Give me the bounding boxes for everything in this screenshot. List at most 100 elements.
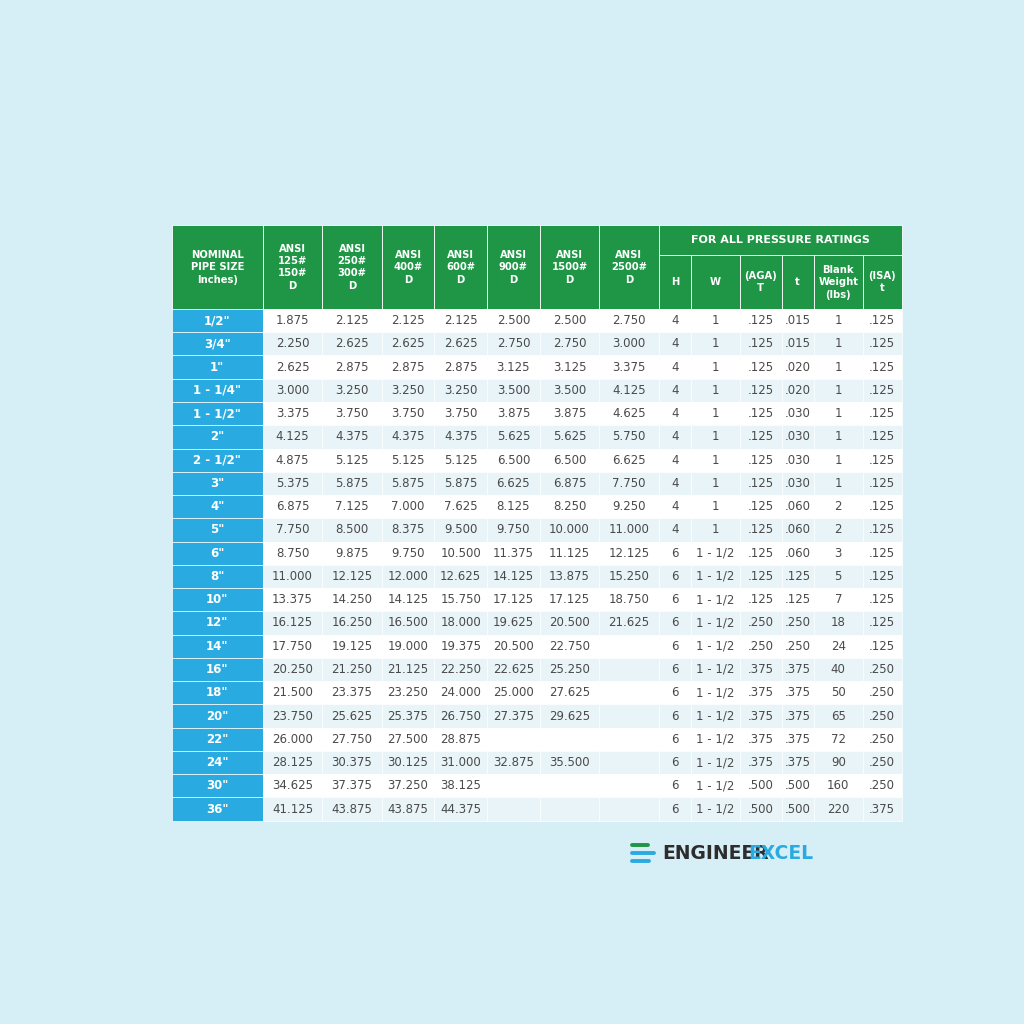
Text: 3/4": 3/4"	[204, 337, 230, 350]
Text: 19.375: 19.375	[440, 640, 481, 652]
Text: 2.750: 2.750	[612, 314, 646, 327]
Bar	[599, 379, 658, 402]
Text: 43.875: 43.875	[332, 803, 373, 815]
Text: .375: .375	[869, 803, 895, 815]
Bar	[658, 518, 691, 542]
Text: 35.500: 35.500	[549, 756, 590, 769]
Text: Blank
Weight
(lbs): Blank Weight (lbs)	[818, 265, 858, 300]
Text: .125: .125	[869, 360, 895, 374]
Bar	[263, 425, 323, 449]
Bar	[739, 774, 781, 798]
Text: 22.625: 22.625	[493, 663, 534, 676]
Bar	[814, 495, 862, 518]
Bar	[814, 681, 862, 705]
Bar	[658, 705, 691, 728]
Bar	[323, 728, 382, 751]
Text: 6: 6	[671, 803, 679, 815]
Bar	[739, 255, 781, 309]
Bar	[382, 472, 434, 495]
Text: 6: 6	[671, 710, 679, 723]
Bar	[540, 774, 599, 798]
Bar	[599, 611, 658, 635]
Text: 6.875: 6.875	[553, 477, 586, 489]
Bar	[814, 657, 862, 681]
Text: .125: .125	[748, 337, 774, 350]
Bar	[862, 449, 902, 472]
Bar	[323, 705, 382, 728]
Text: 1 - 1/2: 1 - 1/2	[696, 663, 734, 676]
Bar	[382, 225, 434, 309]
Text: 9.750: 9.750	[391, 547, 425, 560]
Text: 5.125: 5.125	[444, 454, 477, 467]
Text: 12.625: 12.625	[440, 570, 481, 583]
Text: 10": 10"	[206, 593, 228, 606]
Bar	[263, 588, 323, 611]
Text: .020: .020	[784, 360, 811, 374]
Text: .375: .375	[748, 686, 773, 699]
Text: 15.750: 15.750	[440, 593, 481, 606]
Bar	[434, 518, 487, 542]
Bar	[382, 728, 434, 751]
Bar	[781, 728, 814, 751]
Text: 4.375: 4.375	[391, 430, 425, 443]
Bar	[263, 565, 323, 588]
Text: .125: .125	[748, 477, 774, 489]
Text: 2.625: 2.625	[275, 360, 309, 374]
Bar	[691, 728, 739, 751]
Text: 1: 1	[835, 337, 842, 350]
Bar	[540, 309, 599, 332]
Bar	[487, 611, 540, 635]
Text: 9.875: 9.875	[335, 547, 369, 560]
Bar	[323, 449, 382, 472]
Bar	[540, 402, 599, 425]
Text: 2.125: 2.125	[391, 314, 425, 327]
Bar	[814, 449, 862, 472]
Bar	[781, 635, 814, 657]
Bar	[487, 355, 540, 379]
Text: .125: .125	[748, 500, 774, 513]
Bar	[540, 728, 599, 751]
Bar	[658, 355, 691, 379]
Text: 22.250: 22.250	[440, 663, 481, 676]
Text: 1: 1	[712, 360, 719, 374]
Bar	[814, 472, 862, 495]
Bar	[814, 611, 862, 635]
Bar	[691, 681, 739, 705]
Text: .500: .500	[748, 779, 773, 793]
Text: 1: 1	[712, 408, 719, 420]
Text: 25.625: 25.625	[332, 710, 373, 723]
Text: 2.500: 2.500	[553, 314, 586, 327]
Bar	[263, 705, 323, 728]
Text: .015: .015	[784, 337, 811, 350]
Bar	[323, 472, 382, 495]
Bar	[599, 402, 658, 425]
Bar	[172, 379, 263, 402]
Bar	[691, 472, 739, 495]
Bar	[540, 635, 599, 657]
Bar	[691, 309, 739, 332]
Bar	[781, 751, 814, 774]
Bar	[487, 798, 540, 820]
Text: 36": 36"	[206, 803, 228, 815]
Text: .030: .030	[784, 430, 811, 443]
Text: 3.750: 3.750	[335, 408, 369, 420]
Text: W: W	[710, 278, 721, 287]
Bar	[658, 565, 691, 588]
Text: 4: 4	[671, 384, 679, 397]
Text: 5.875: 5.875	[444, 477, 477, 489]
Text: .250: .250	[869, 779, 895, 793]
Bar	[691, 798, 739, 820]
Text: 1: 1	[712, 314, 719, 327]
Bar	[814, 542, 862, 565]
Bar	[540, 449, 599, 472]
Bar	[814, 728, 862, 751]
Text: 2.625: 2.625	[391, 337, 425, 350]
Text: 21.500: 21.500	[272, 686, 313, 699]
Bar	[172, 495, 263, 518]
Bar	[263, 225, 323, 309]
Bar	[814, 425, 862, 449]
Text: 24": 24"	[206, 756, 228, 769]
Bar	[814, 751, 862, 774]
Text: 21.625: 21.625	[608, 616, 649, 630]
Bar	[434, 425, 487, 449]
